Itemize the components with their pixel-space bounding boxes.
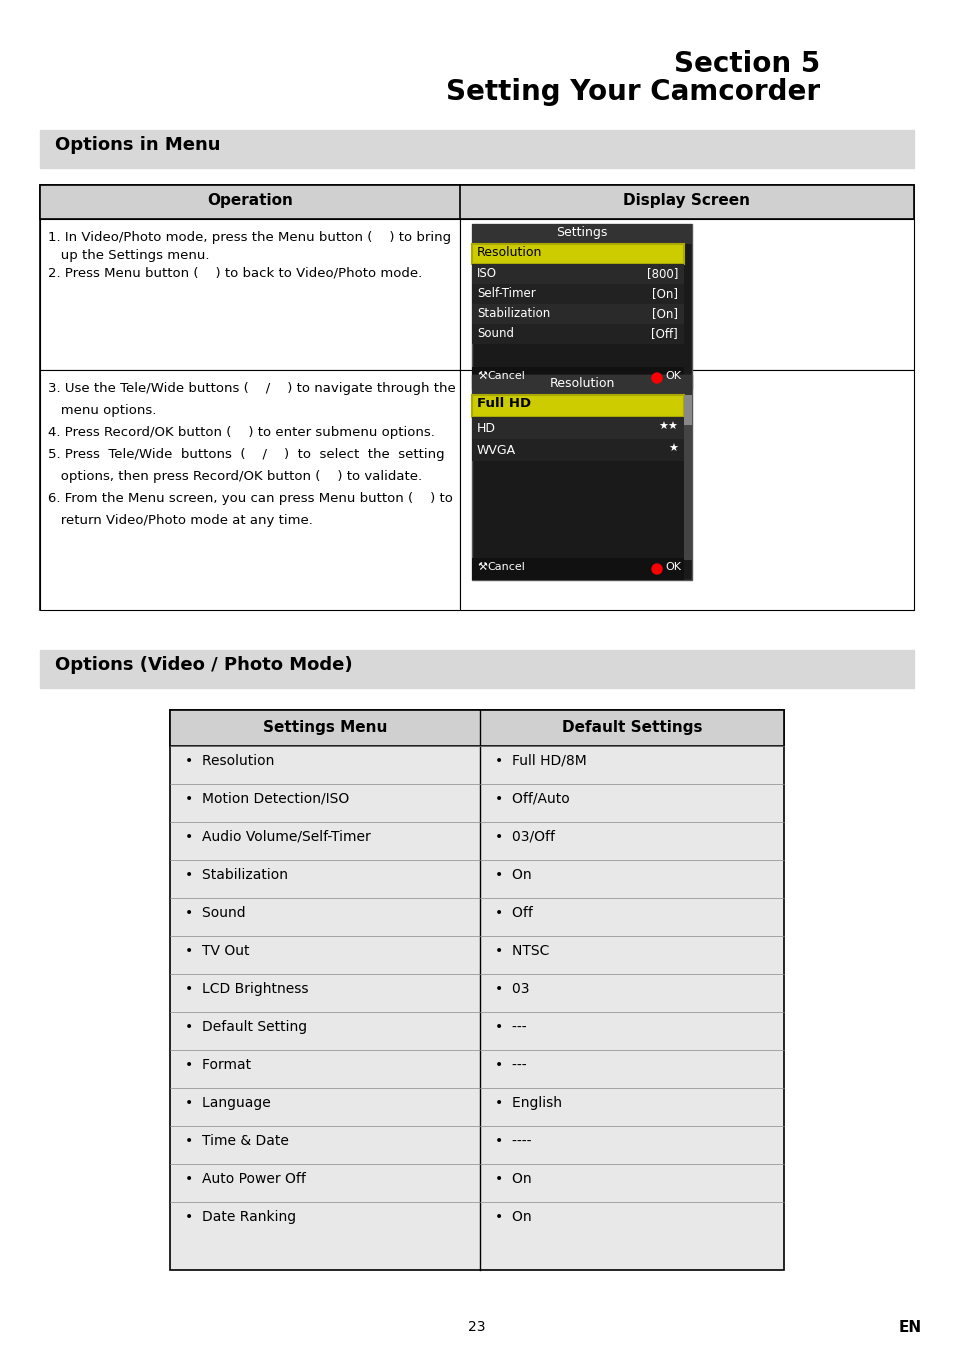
Text: Sound: Sound — [476, 327, 514, 340]
FancyBboxPatch shape — [40, 130, 913, 167]
Text: 6. From the Menu screen, you can press Menu button (    ) to: 6. From the Menu screen, you can press M… — [48, 491, 453, 505]
Text: •  Off/Auto: • Off/Auto — [495, 792, 569, 806]
Text: •  Stabilization: • Stabilization — [185, 868, 288, 882]
Text: Default Settings: Default Settings — [561, 720, 701, 734]
Text: HD: HD — [476, 423, 496, 435]
FancyBboxPatch shape — [472, 324, 683, 344]
Text: 23: 23 — [468, 1320, 485, 1334]
FancyBboxPatch shape — [683, 396, 691, 560]
FancyBboxPatch shape — [472, 304, 683, 324]
Text: Options in Menu: Options in Menu — [55, 136, 220, 154]
Text: Options (Video / Photo Mode): Options (Video / Photo Mode) — [55, 656, 353, 674]
Text: •  ---: • --- — [495, 1058, 526, 1072]
Text: [Off]: [Off] — [651, 327, 678, 340]
Text: •  Auto Power Off: • Auto Power Off — [185, 1172, 306, 1187]
FancyBboxPatch shape — [472, 396, 683, 417]
Text: ⚒: ⚒ — [476, 562, 486, 572]
FancyBboxPatch shape — [472, 439, 683, 460]
Text: Section 5: Section 5 — [673, 50, 820, 78]
Text: WVGA: WVGA — [476, 444, 516, 458]
FancyBboxPatch shape — [170, 710, 783, 1270]
FancyBboxPatch shape — [459, 219, 913, 370]
Text: •  On: • On — [495, 868, 531, 882]
FancyBboxPatch shape — [40, 219, 459, 370]
Text: •  Format: • Format — [185, 1058, 251, 1072]
Text: •  Time & Date: • Time & Date — [185, 1134, 289, 1148]
Text: •  On: • On — [495, 1172, 531, 1187]
Text: Cancel: Cancel — [486, 371, 524, 381]
Text: •  ---: • --- — [495, 1021, 526, 1034]
FancyBboxPatch shape — [472, 558, 683, 580]
Text: Cancel: Cancel — [486, 562, 524, 572]
Text: 3. Use the Tele/Wide buttons (    /    ) to navigate through the: 3. Use the Tele/Wide buttons ( / ) to na… — [48, 382, 456, 396]
Text: 4. Press Record/OK button (    ) to enter submenu options.: 4. Press Record/OK button ( ) to enter s… — [48, 427, 435, 439]
FancyBboxPatch shape — [472, 284, 683, 304]
Text: •  03/Off: • 03/Off — [495, 830, 555, 844]
FancyBboxPatch shape — [472, 244, 683, 265]
FancyBboxPatch shape — [40, 185, 913, 610]
Text: Settings: Settings — [556, 225, 607, 239]
Text: •  Full HD/8M: • Full HD/8M — [495, 755, 586, 768]
FancyBboxPatch shape — [40, 370, 459, 610]
FancyBboxPatch shape — [170, 710, 783, 747]
Text: •  Sound: • Sound — [185, 906, 245, 919]
Circle shape — [651, 373, 661, 383]
Text: •  English: • English — [495, 1096, 561, 1110]
Text: Resolution: Resolution — [476, 246, 542, 259]
Text: ★★: ★★ — [659, 397, 678, 406]
FancyBboxPatch shape — [472, 417, 683, 439]
FancyBboxPatch shape — [472, 265, 683, 284]
FancyBboxPatch shape — [472, 375, 691, 580]
Text: •  Resolution: • Resolution — [185, 755, 274, 768]
Text: Resolution: Resolution — [549, 377, 614, 390]
Text: •  Audio Volume/Self-Timer: • Audio Volume/Self-Timer — [185, 830, 371, 844]
FancyBboxPatch shape — [472, 224, 691, 389]
Text: return Video/Photo mode at any time.: return Video/Photo mode at any time. — [48, 514, 313, 526]
Text: OK: OK — [664, 562, 680, 572]
FancyBboxPatch shape — [472, 375, 691, 396]
Text: 5. Press  Tele/Wide  buttons  (    /    )  to  select  the  setting: 5. Press Tele/Wide buttons ( / ) to sele… — [48, 448, 444, 460]
Text: Settings Menu: Settings Menu — [262, 720, 387, 734]
Text: •  Date Ranking: • Date Ranking — [185, 1210, 295, 1224]
Text: •  ----: • ---- — [495, 1134, 531, 1148]
Text: 2. Press Menu button (    ) to back to Video/Photo mode.: 2. Press Menu button ( ) to back to Vide… — [48, 267, 422, 279]
FancyBboxPatch shape — [472, 367, 683, 389]
Text: •  Language: • Language — [185, 1096, 271, 1110]
Text: Full HD: Full HD — [476, 397, 531, 410]
Text: Self-Timer: Self-Timer — [476, 288, 536, 300]
Text: ⚒: ⚒ — [476, 371, 486, 381]
Text: Display Screen: Display Screen — [623, 193, 750, 208]
Text: menu options.: menu options. — [48, 404, 156, 417]
FancyBboxPatch shape — [683, 396, 691, 425]
Text: Setting Your Camcorder: Setting Your Camcorder — [445, 78, 820, 107]
Text: •  Default Setting: • Default Setting — [185, 1021, 307, 1034]
Text: •  On: • On — [495, 1210, 531, 1224]
Text: up the Settings menu.: up the Settings menu. — [48, 248, 210, 262]
Text: ★: ★ — [667, 444, 678, 454]
Text: ISO: ISO — [476, 267, 497, 279]
Circle shape — [651, 564, 661, 574]
Text: ★★: ★★ — [659, 246, 678, 256]
Text: [On]: [On] — [651, 306, 678, 320]
Text: •  Off: • Off — [495, 906, 533, 919]
Text: •  TV Out: • TV Out — [185, 944, 250, 958]
Text: ★★: ★★ — [658, 423, 678, 432]
FancyBboxPatch shape — [40, 185, 913, 219]
Text: •  Motion Detection/ISO: • Motion Detection/ISO — [185, 792, 349, 806]
Text: Operation: Operation — [207, 193, 293, 208]
Text: EN: EN — [898, 1320, 921, 1335]
Text: Stabilization: Stabilization — [476, 306, 550, 320]
FancyBboxPatch shape — [40, 649, 913, 688]
FancyBboxPatch shape — [472, 224, 691, 244]
Text: [800]: [800] — [646, 267, 678, 279]
Text: 1. In Video/Photo mode, press the Menu button (    ) to bring: 1. In Video/Photo mode, press the Menu b… — [48, 231, 451, 244]
Text: options, then press Record/OK button (    ) to validate.: options, then press Record/OK button ( )… — [48, 470, 421, 483]
Text: •  03: • 03 — [495, 981, 529, 996]
Text: •  NTSC: • NTSC — [495, 944, 549, 958]
Text: OK: OK — [664, 371, 680, 381]
Text: •  LCD Brightness: • LCD Brightness — [185, 981, 308, 996]
FancyBboxPatch shape — [459, 370, 913, 610]
Text: [On]: [On] — [651, 288, 678, 300]
